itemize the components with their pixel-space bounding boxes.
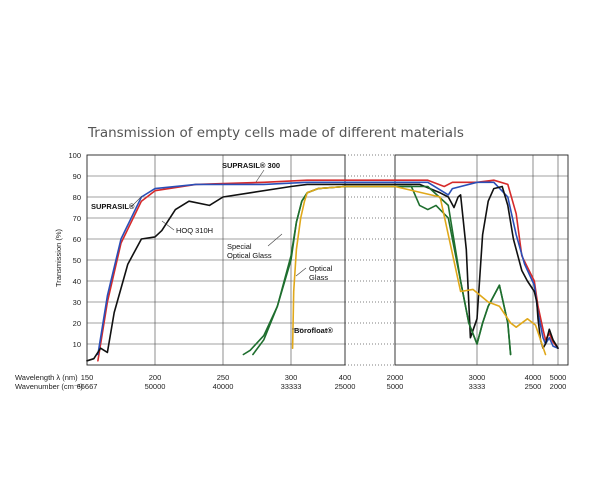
annotations: SUPRASIL® 300 SUPRASIL® HOQ 310H Special… [91, 161, 333, 335]
x-tick-wavelength: 5000 [550, 373, 567, 382]
x-tick-wavelength: 2000 [387, 373, 404, 382]
leader-optical-glass [295, 267, 307, 277]
y-tick-label: 50 [73, 256, 81, 265]
series-line-special-optical-glass-2 [242, 185, 512, 356]
label-borofloat: Borofloat® [294, 326, 333, 335]
label-optical-glass-1: Optical [309, 264, 333, 273]
x-tick-wavenumber: 2000 [550, 382, 567, 391]
x-tick-wavelength: 200 [149, 373, 162, 382]
leader-suprasil-300 [255, 169, 265, 183]
series-lines [86, 179, 559, 362]
y-tick-label: 40 [73, 277, 81, 286]
y-tick-label: 60 [73, 235, 81, 244]
x-tick-wavelength: 250 [217, 373, 230, 382]
leader-hoq-310h [161, 220, 175, 231]
series-line-suprasil-300 [97, 179, 559, 362]
x-tick-wavenumber: 66667 [77, 382, 98, 391]
y-tick-label: 70 [73, 214, 81, 223]
y-tick-label: 90 [73, 172, 81, 181]
x-axis-label-wavelength: Wavelength λ (nm) [15, 373, 78, 382]
y-tick-label: 80 [73, 193, 81, 202]
label-hoq-310h: HOQ 310H [176, 226, 213, 235]
x-tick-wavenumber: 3333 [469, 382, 486, 391]
y-tick-label: 30 [73, 298, 81, 307]
label-suprasil: SUPRASIL® [91, 202, 135, 211]
x-tick-wavenumber: 5000 [387, 382, 404, 391]
leader-special-optical-glass [267, 233, 283, 247]
x-tick-wavelength: 4000 [525, 373, 542, 382]
label-optical-glass-2: Glass [309, 273, 328, 282]
x-tick-wavenumber: 25000 [335, 382, 356, 391]
y-tick-label: 20 [73, 319, 81, 328]
x-tick-wavenumber: 33333 [281, 382, 302, 391]
y-axis-label: Transmission (%) [54, 228, 63, 287]
x-axis-label-wavenumber: Wavenumber (cm⁻¹) [15, 382, 83, 391]
chart-title: Transmission of empty cells made of diff… [87, 125, 464, 141]
y-axis-ticks: 10 20 30 40 50 60 70 80 90 100 [68, 151, 81, 349]
series-line-optical-glass [291, 185, 547, 356]
series-line-hoq-310h [86, 183, 559, 362]
x-tick-wavenumber: 2500 [525, 382, 542, 391]
x-tick-wavelength: 150 [81, 373, 94, 382]
leader-suprasil [131, 195, 143, 207]
label-special-optical-glass-1: Special [227, 242, 252, 251]
x-tick-wavelength: 3000 [469, 373, 486, 382]
y-tick-label: 10 [73, 340, 81, 349]
series-line-suprasil [97, 181, 559, 356]
y-tick-label: 100 [68, 151, 81, 160]
label-suprasil-300: SUPRASIL® 300 [222, 161, 280, 170]
x-tick-wavenumber: 50000 [145, 382, 166, 391]
x-tick-wavelength: 300 [285, 373, 298, 382]
x-tick-wavenumber: 40000 [213, 382, 234, 391]
label-special-optical-glass-2: Optical Glass [227, 251, 272, 260]
x-tick-wavelength: 400 [339, 373, 352, 382]
